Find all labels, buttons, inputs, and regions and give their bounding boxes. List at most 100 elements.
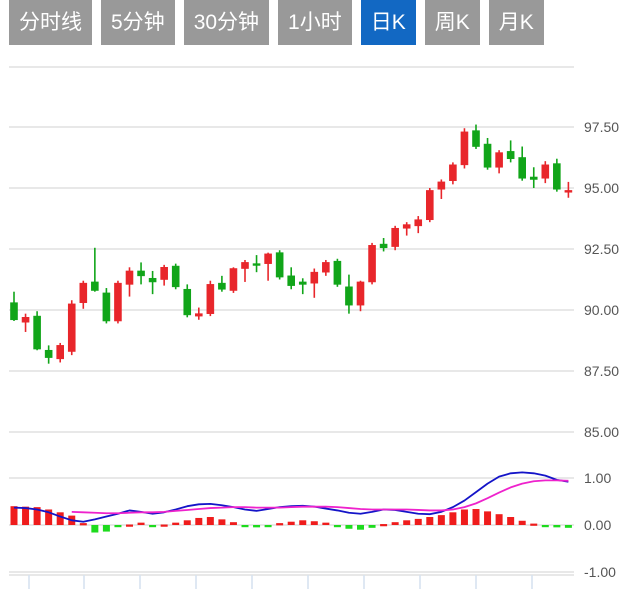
- macd-histogram-bar: [541, 525, 549, 528]
- price-axis-label: 97.50: [584, 119, 619, 135]
- candle-body[interactable]: [44, 349, 53, 358]
- candle-body[interactable]: [518, 157, 527, 179]
- candle-body[interactable]: [356, 281, 365, 306]
- macd-histogram-bar: [437, 515, 445, 525]
- macd-dea-line: [71, 479, 569, 515]
- candle-body[interactable]: [298, 281, 307, 285]
- macd-histogram-bar: [299, 520, 307, 525]
- macd-histogram-bar: [253, 525, 261, 528]
- candle-body[interactable]: [114, 282, 122, 322]
- macd-histogram-bar: [160, 524, 168, 527]
- macd-histogram-bar: [414, 518, 422, 525]
- candle-body[interactable]: [125, 270, 134, 285]
- candle-body[interactable]: [183, 288, 192, 316]
- candle-body[interactable]: [171, 265, 180, 288]
- candle-body[interactable]: [33, 315, 41, 350]
- macd-axis-label: 1.00: [584, 470, 611, 486]
- candle-body[interactable]: [553, 163, 561, 190]
- macd-histogram-bar: [10, 506, 18, 525]
- candle-body[interactable]: [425, 190, 434, 221]
- macd-histogram-bar: [91, 525, 99, 533]
- candle-body[interactable]: [483, 143, 492, 168]
- candle-body[interactable]: [333, 260, 342, 285]
- macd-histogram-bar: [218, 519, 226, 525]
- candle-body[interactable]: [241, 262, 249, 269]
- candle-body[interactable]: [414, 219, 423, 227]
- tab-6[interactable]: 月K: [488, 0, 544, 45]
- price-axis-label: 92.50: [584, 241, 619, 257]
- candle-body[interactable]: [160, 267, 168, 280]
- macd-panel-axis-labels: 1.00 0.00 -1.00: [584, 470, 616, 580]
- macd-histogram-bar: [114, 525, 122, 528]
- macd-histogram-bar: [368, 525, 376, 528]
- candle-body[interactable]: [402, 224, 411, 229]
- candle-body[interactable]: [148, 277, 157, 283]
- candle-body[interactable]: [252, 263, 261, 266]
- candle-body[interactable]: [79, 282, 88, 303]
- candle-body[interactable]: [21, 317, 30, 323]
- candle-body[interactable]: [495, 152, 503, 168]
- candle-body[interactable]: [449, 164, 457, 181]
- candle-body[interactable]: [218, 282, 226, 290]
- stock-chart[interactable]: 97.50 95.00 92.50 90.00 87.50 85.00 1.00 0.00 -…: [0, 55, 629, 589]
- tab-1[interactable]: 5分钟: [101, 0, 175, 45]
- candle-body[interactable]: [229, 268, 238, 291]
- candle-body[interactable]: [275, 252, 284, 278]
- price-axis-label: 90.00: [584, 302, 619, 318]
- candle-body[interactable]: [437, 181, 446, 190]
- macd-axis-label: 0.00: [584, 517, 611, 533]
- macd-dif-line: [13, 471, 569, 523]
- macd-histogram-bar: [264, 525, 272, 528]
- tab-4-selected[interactable]: 日K: [360, 0, 416, 45]
- candle-body[interactable]: [91, 281, 99, 291]
- candle-body[interactable]: [56, 345, 65, 360]
- macd-histogram-bar: [403, 520, 411, 525]
- macd-histogram-bar: [149, 525, 157, 528]
- macd-histogram-bar: [495, 514, 503, 525]
- macd-dea-polyline: [71, 479, 569, 515]
- candle-body[interactable]: [345, 286, 353, 306]
- macd-histogram-bar: [241, 525, 249, 528]
- candle-body[interactable]: [310, 271, 319, 284]
- macd-histogram-bar: [195, 517, 203, 525]
- candle-body[interactable]: [264, 253, 272, 264]
- tab-5[interactable]: 周K: [424, 0, 480, 45]
- x-axis-ticks: [9, 574, 574, 589]
- candle-body[interactable]: [460, 131, 469, 166]
- candle-body[interactable]: [102, 292, 111, 322]
- candle-body[interactable]: [391, 227, 399, 247]
- tab-3[interactable]: 1小时: [278, 0, 352, 45]
- candle-body[interactable]: [195, 313, 203, 317]
- macd-histogram-bar: [276, 523, 284, 526]
- candle-body[interactable]: [287, 275, 296, 286]
- macd-histogram-bar: [229, 522, 237, 525]
- macd-histogram-bar: [137, 522, 145, 525]
- candle-body[interactable]: [529, 176, 538, 180]
- candle-body[interactable]: [506, 151, 515, 160]
- macd-histogram-bar: [126, 524, 133, 527]
- candle-body[interactable]: [379, 243, 388, 249]
- macd-histogram-bar: [45, 509, 53, 525]
- macd-histogram-bar: [357, 525, 364, 530]
- tab-0[interactable]: 分时线: [9, 0, 92, 45]
- timeframe-tab-bar: 分时线 5分钟 30分钟 1小时 日K 周K 月K: [0, 0, 629, 55]
- candle-body[interactable]: [564, 190, 573, 193]
- candle-body[interactable]: [541, 164, 550, 179]
- macd-histogram-bar: [507, 517, 515, 525]
- candle-body[interactable]: [137, 270, 145, 277]
- candle-body[interactable]: [206, 284, 215, 314]
- price-panel-axis-labels: 97.50 95.00 92.50 90.00 87.50 85.00: [584, 119, 619, 440]
- candle-body[interactable]: [472, 130, 480, 147]
- price-panel-candles[interactable]: [10, 124, 573, 364]
- candle-body[interactable]: [322, 262, 330, 273]
- price-panel-gridlines: [9, 66, 574, 433]
- macd-histogram-bar: [530, 523, 538, 526]
- tab-2[interactable]: 30分钟: [183, 0, 270, 45]
- macd-histogram-bar: [310, 521, 318, 525]
- macd-histogram-bar: [287, 521, 295, 525]
- candle-body[interactable]: [368, 245, 376, 283]
- candle-body[interactable]: [10, 302, 18, 321]
- chart-canvas[interactable]: 97.50 95.00 92.50 90.00 87.50 85.00 1.00 0.00 -…: [0, 55, 629, 589]
- candle-body[interactable]: [67, 303, 76, 352]
- macd-histogram-bar: [79, 523, 87, 526]
